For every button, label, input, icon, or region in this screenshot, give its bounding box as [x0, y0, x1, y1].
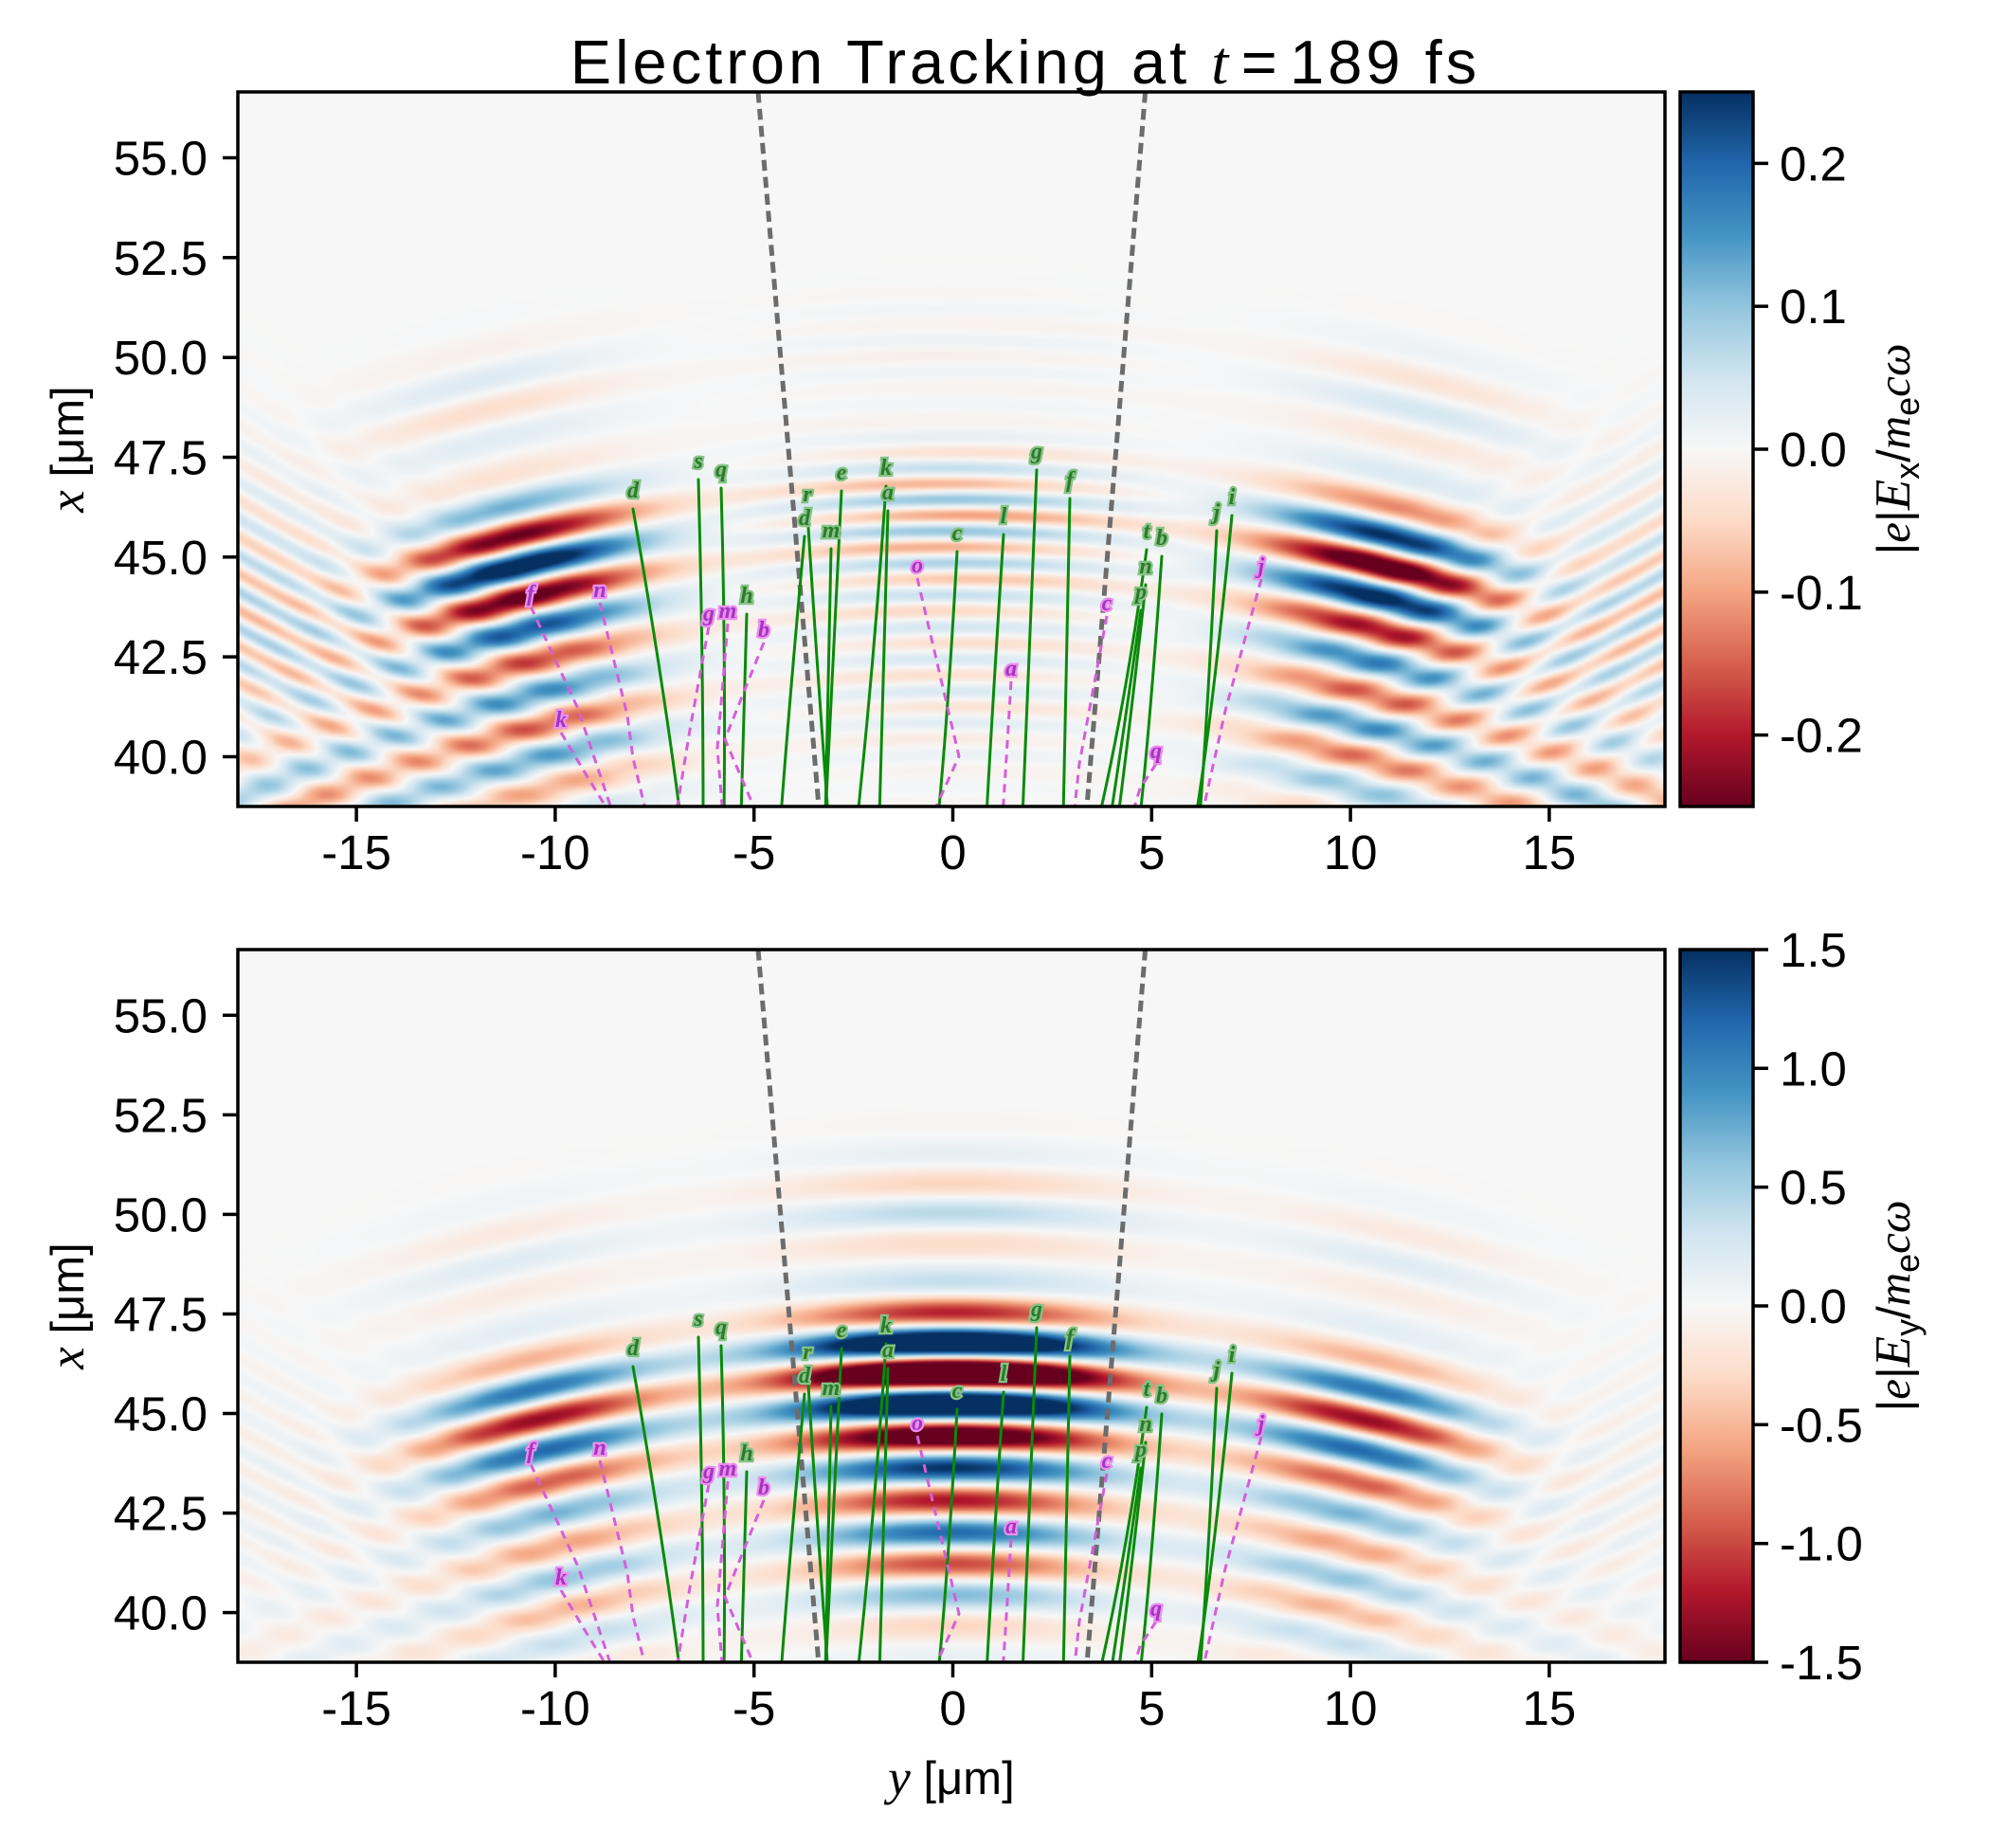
svg-text:x [μm]: x [μm] [40, 1242, 95, 1369]
svg-text:55.0: 55.0 [114, 132, 208, 186]
svg-text:0.0: 0.0 [1780, 423, 1847, 477]
svg-text:40.0: 40.0 [114, 731, 208, 785]
svg-text:1.0: 1.0 [1780, 1042, 1847, 1096]
svg-text:52.5: 52.5 [114, 231, 208, 285]
svg-text:-1.0: -1.0 [1780, 1517, 1863, 1571]
svg-text:-10: -10 [520, 1681, 590, 1735]
svg-text:0.5: 0.5 [1780, 1161, 1847, 1215]
svg-text:40.0: 40.0 [114, 1586, 208, 1640]
svg-text:-0.2: -0.2 [1780, 709, 1863, 763]
svg-text:0: 0 [939, 825, 966, 879]
svg-text:-0.5: -0.5 [1780, 1398, 1863, 1452]
svg-text:-15: -15 [321, 1681, 391, 1735]
svg-text:15: 15 [1523, 825, 1577, 879]
svg-text:42.5: 42.5 [114, 630, 208, 684]
svg-text:0.1: 0.1 [1780, 280, 1847, 334]
svg-text:1.5: 1.5 [1780, 923, 1847, 977]
svg-text:10: 10 [1324, 825, 1378, 879]
svg-text:45.0: 45.0 [114, 1387, 208, 1441]
svg-text:50.0: 50.0 [114, 1187, 208, 1241]
svg-text:0: 0 [939, 1681, 966, 1735]
svg-text:55.0: 55.0 [114, 988, 208, 1042]
svg-text:45.0: 45.0 [114, 531, 208, 585]
svg-text:0.0: 0.0 [1780, 1279, 1847, 1333]
svg-text:-15: -15 [321, 825, 391, 879]
svg-text:47.5: 47.5 [114, 1288, 208, 1342]
svg-text:10: 10 [1324, 1681, 1378, 1735]
svg-text:-10: -10 [520, 825, 590, 879]
svg-text:y [μm]: y [μm] [883, 1750, 1014, 1805]
svg-text:52.5: 52.5 [114, 1088, 208, 1142]
svg-text:-0.1: -0.1 [1780, 566, 1863, 620]
svg-text:42.5: 42.5 [114, 1487, 208, 1541]
svg-text:5: 5 [1138, 1681, 1165, 1735]
svg-text:|e|Ex/mecω: |e|Ex/mecω [1866, 344, 1927, 555]
svg-text:50.0: 50.0 [114, 331, 208, 385]
svg-text:-1.5: -1.5 [1780, 1636, 1863, 1690]
svg-text:15: 15 [1523, 1681, 1577, 1735]
svg-text:Electron Tracking at t = 189 f: Electron Tracking at t = 189 fs [570, 27, 1480, 98]
svg-text:0.2: 0.2 [1780, 136, 1847, 190]
svg-text:-5: -5 [733, 1681, 775, 1735]
svg-text:47.5: 47.5 [114, 431, 208, 485]
svg-text:-5: -5 [733, 825, 775, 879]
svg-text:x [μm]: x [μm] [40, 386, 95, 513]
svg-text:5: 5 [1138, 825, 1165, 879]
svg-text:|e|Ey/mecω: |e|Ey/mecω [1866, 1201, 1927, 1412]
